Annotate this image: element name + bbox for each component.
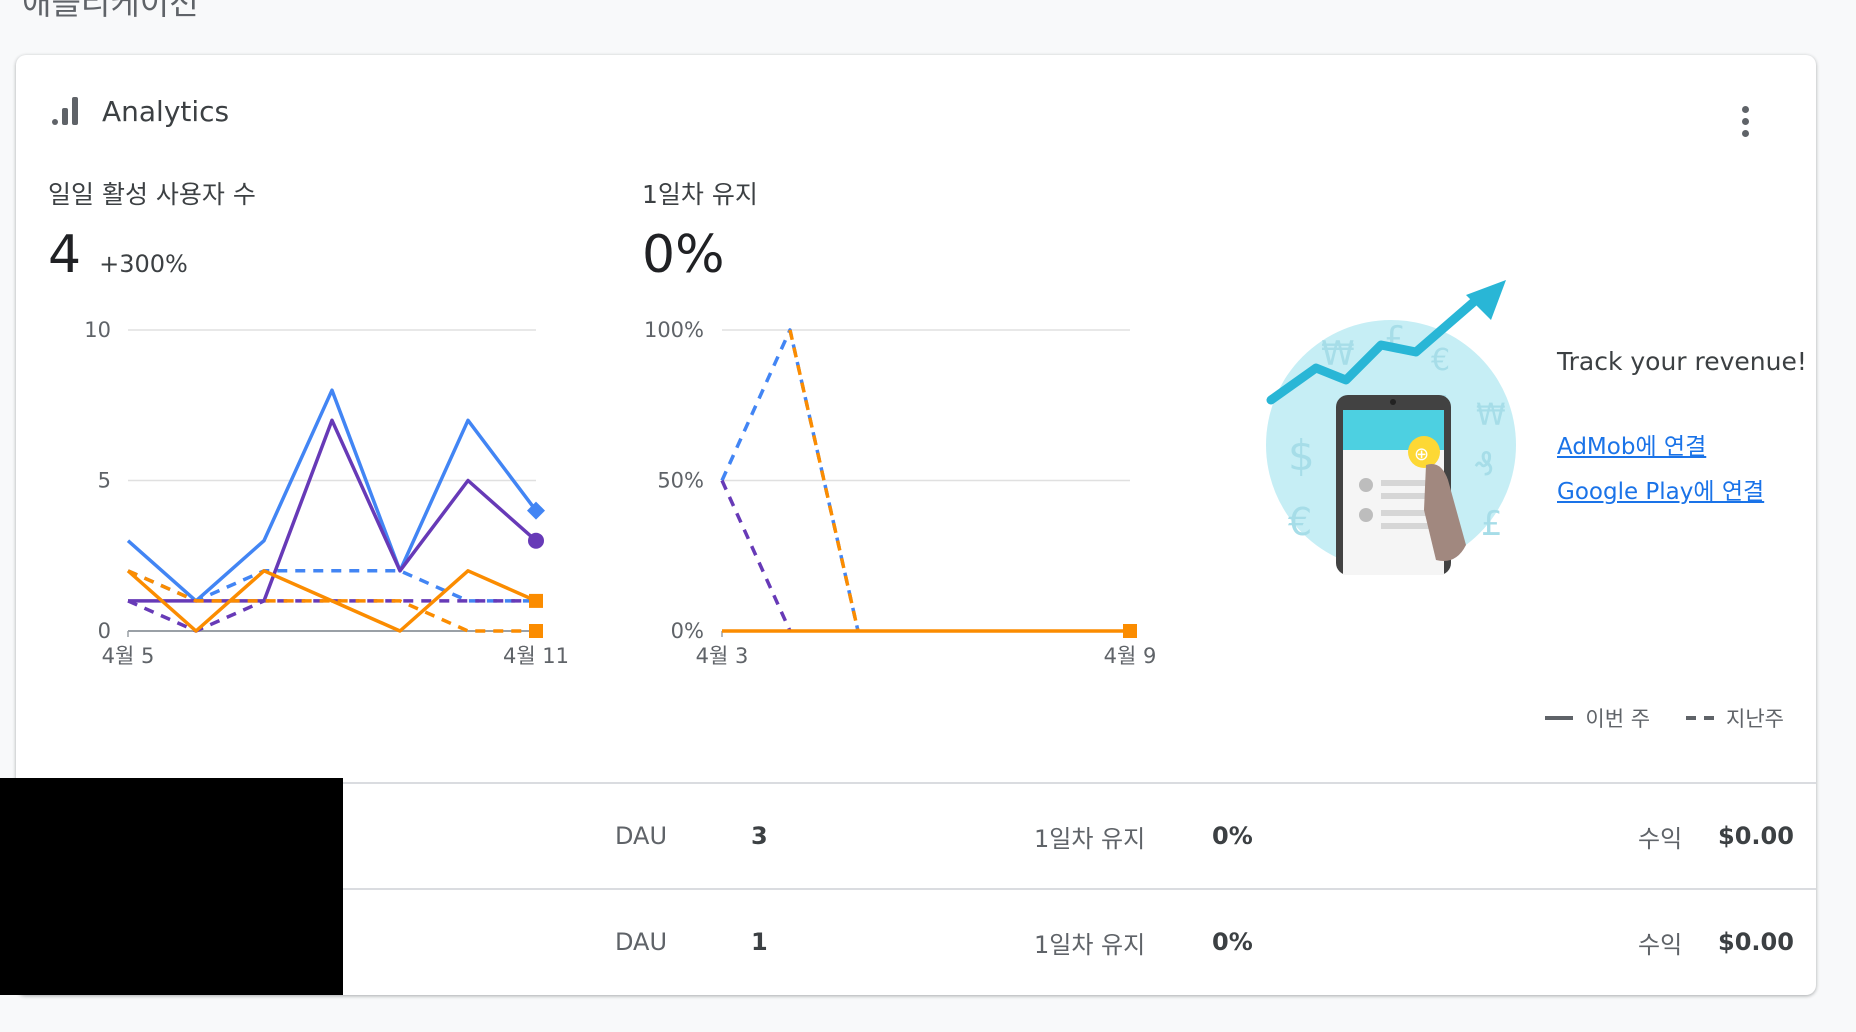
dau-change: +300%: [99, 250, 188, 278]
svg-text:€: €: [1288, 500, 1312, 544]
series-end-marker: [529, 593, 543, 608]
more-options-button[interactable]: [1730, 99, 1760, 143]
solid-line-swatch: [1545, 716, 1574, 720]
retention-metric: 1일차 유지 0%: [642, 175, 758, 285]
svg-text:₩: ₩: [1476, 398, 1506, 433]
retention-label: 1일차 유지: [642, 180, 758, 209]
retention-value: 0%: [1212, 928, 1253, 956]
dau-label: DAU: [615, 822, 668, 850]
legend-last-week-label: 지난주: [1726, 707, 1784, 731]
series-line-this-week: [126, 569, 537, 633]
dau-value: 4: [48, 225, 82, 285]
series-line-last-week: [127, 569, 536, 633]
app-row[interactable]: DAU 3 1일차 유지 0% 수익 $0.00: [16, 782, 1816, 888]
dau-label: 일일 활성 사용자 수: [48, 180, 256, 209]
page-heading: 애플리케이션: [22, 0, 199, 22]
x-tick-label: 4월 11: [503, 644, 569, 668]
svg-text:₩: ₩: [1321, 334, 1355, 374]
series-line-last-week: [720, 479, 792, 632]
svg-text:⊕: ⊕: [1414, 444, 1429, 465]
x-tick-label: 4월 5: [102, 644, 155, 668]
y-tick-label: 0: [98, 619, 111, 643]
x-tick-label: 4월 3: [696, 644, 749, 668]
x-tick-label: 4월 9: [1104, 644, 1157, 668]
apps-table: DAU 3 1일차 유지 0% 수익 $0.00 DAU 1 1일차 유지 0%…: [16, 782, 1816, 994]
y-tick-label: 0%: [671, 619, 704, 643]
more-vert-icon: [1741, 105, 1749, 113]
retention-chart: 0% 50% 100% 4월 3 4월 9: [644, 318, 1157, 668]
card-header: Analytics: [50, 91, 229, 131]
legend-this-week-label: 이번 주: [1585, 707, 1651, 731]
revenue-value: $0.00: [1718, 822, 1794, 850]
bar-chart-icon: [52, 97, 78, 125]
chart-legend: 이번 주 지난주: [1509, 703, 1784, 733]
svg-text:£: £: [1481, 504, 1503, 544]
y-tick-label: 10: [84, 318, 111, 342]
dau-metric: 일일 활성 사용자 수 4 +300%: [48, 175, 256, 285]
legend-this-week: 이번 주: [1545, 703, 1650, 733]
y-tick-label: 5: [98, 469, 111, 493]
y-tick-label: 100%: [644, 318, 704, 342]
retention-value: 0%: [1212, 822, 1253, 850]
series-end-marker: [527, 501, 545, 520]
promo-title: Track your revenue!: [1557, 347, 1807, 376]
revenue-value: $0.00: [1718, 928, 1794, 956]
series-end-marker: [529, 624, 543, 638]
dau-value: 1: [751, 928, 768, 956]
revenue-illustration: ₩ £ € ¥ ₩ $ ₰ € £ ⊕: [1266, 280, 1516, 575]
card-title: Analytics: [102, 94, 230, 128]
y-tick-label: 50%: [657, 469, 704, 493]
svg-text:$: $: [1288, 431, 1315, 480]
legend-last-week: 지난주: [1686, 703, 1784, 733]
series-end-marker: [528, 532, 544, 549]
series-line-last-week: [788, 329, 860, 632]
revenue-label: 수익: [1638, 824, 1683, 853]
svg-text:₰: ₰: [1474, 445, 1494, 483]
series-end-marker: [1123, 624, 1137, 638]
dau-chart: 0 5 10 4월 5 4월 11: [84, 318, 569, 668]
redacted-region: [0, 778, 343, 995]
dashed-line-swatch: [1686, 716, 1715, 720]
admob-link[interactable]: AdMob에 연결: [1557, 434, 1707, 460]
app-row[interactable]: DAU 1 1일차 유지 0% 수익 $0.00: [16, 888, 1816, 994]
dau-value: 3: [751, 822, 768, 850]
retention-value: 0%: [642, 225, 725, 285]
revenue-promo: ₩ £ € ¥ ₩ $ ₰ € £ ⊕ Track your revenue!: [1266, 280, 1807, 600]
retention-label: 1일차 유지: [1034, 930, 1146, 959]
revenue-label: 수익: [1638, 930, 1683, 959]
google-play-link[interactable]: Google Play에 연결: [1557, 479, 1765, 505]
dau-label: DAU: [615, 928, 668, 956]
retention-label: 1일차 유지: [1034, 824, 1146, 853]
svg-text:€: €: [1431, 343, 1450, 378]
